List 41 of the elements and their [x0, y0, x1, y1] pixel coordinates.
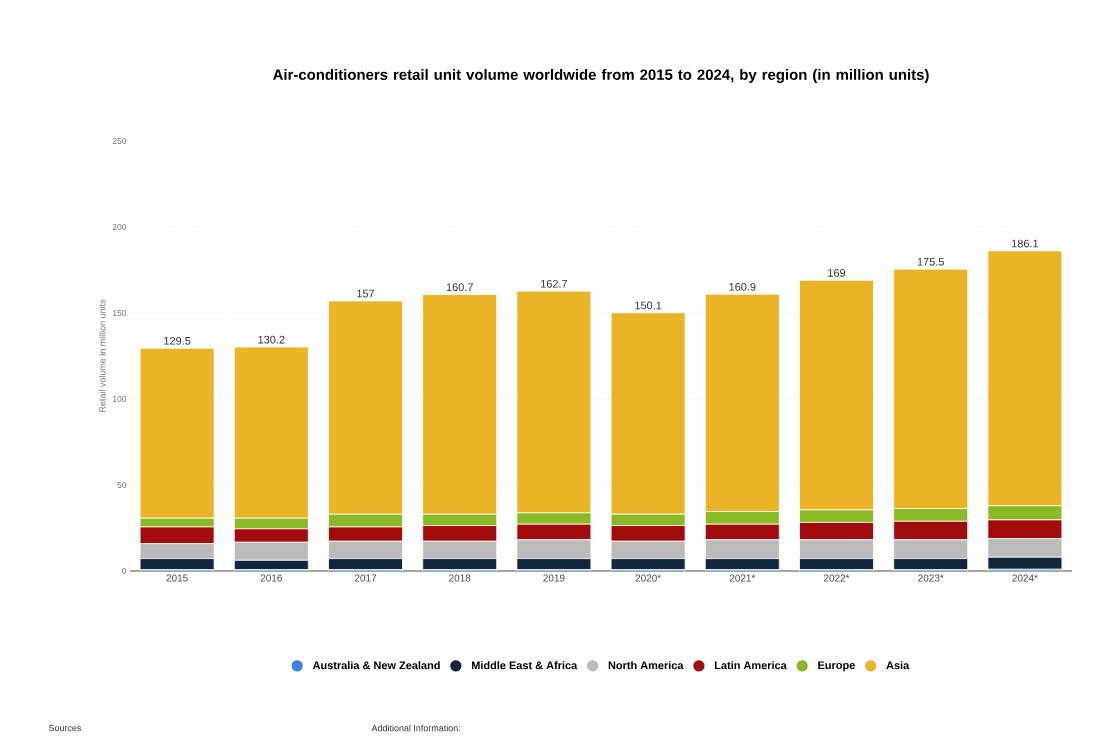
x-tick-label: 2015: [166, 574, 188, 582]
x-tick-label: 2023*: [918, 574, 944, 582]
bar: [705, 558, 780, 570]
text: Sources: [48, 724, 82, 732]
y-tick-label: 100: [113, 396, 127, 402]
total-label: 160.7: [446, 283, 473, 292]
bar: [893, 558, 968, 570]
y-axis-title: Retail volume in million units: [98, 299, 106, 412]
x-tick-label: 2019: [543, 574, 565, 582]
y-tick-label: 150: [113, 310, 127, 316]
bar: [799, 558, 874, 570]
legend-label: Asia: [886, 661, 910, 670]
y-tick-label: 250: [112, 138, 127, 144]
y-tick-label: 50: [117, 482, 127, 488]
text: Additional Information:: [371, 724, 460, 732]
legend-label: Latin America: [715, 661, 787, 670]
total-label: 186.1: [1012, 239, 1039, 248]
x-tick-label: 2021*: [729, 574, 756, 582]
chart-title: Air-conditioners retail unit volume worldwide from 2015 to 2024, by region (in million units): [272, 68, 929, 83]
legend-label: Europe: [818, 661, 855, 672]
legend-label: Middle East & Africa: [471, 661, 578, 670]
total-label: 150.1: [635, 301, 662, 310]
x-tick-label: 2020*: [635, 574, 661, 582]
legend-label: Australia & New Zealand: [312, 661, 440, 670]
x-tick-label: 2022*: [823, 574, 850, 582]
x-tick-label: 2016: [260, 574, 282, 582]
y-tick-label: 200: [112, 224, 127, 230]
legend-label: North America: [608, 661, 684, 670]
y-tick-label: 0: [122, 568, 127, 574]
total-label: 169: [828, 269, 846, 277]
total-label: 129.5: [164, 336, 191, 345]
bar: [422, 558, 497, 570]
total-label: 162.7: [541, 279, 568, 288]
bar: [328, 558, 403, 570]
total-label: 160.9: [729, 282, 756, 291]
total-label: 175.5: [917, 257, 944, 266]
x-tick-label: 2018: [449, 574, 471, 582]
total-label: 157: [357, 289, 375, 298]
x-tick-label: 2017: [354, 574, 377, 582]
total-label: 130.2: [258, 335, 285, 344]
x-tick-label: 2024*: [1012, 574, 1038, 582]
